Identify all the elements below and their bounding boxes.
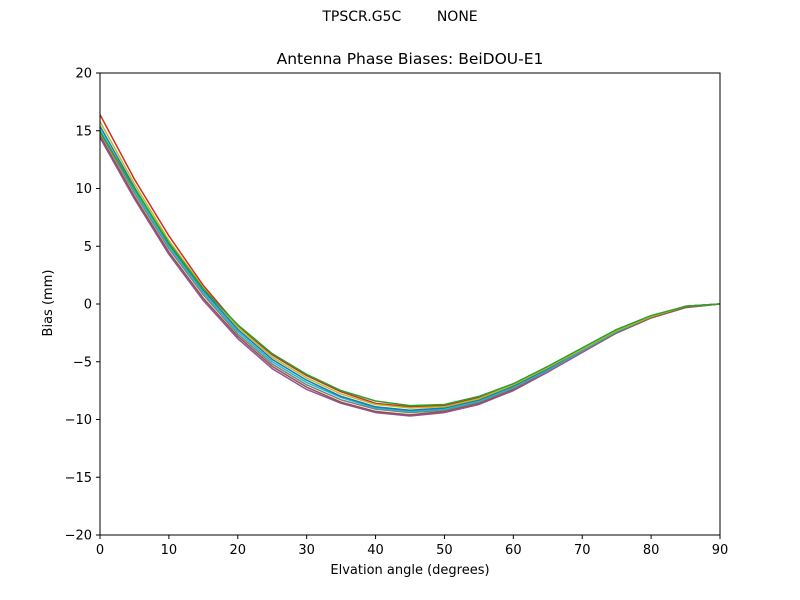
x-tick-label: 20 <box>230 543 247 558</box>
series-line-3 <box>99 131 721 414</box>
series-line-8 <box>99 131 721 407</box>
series-line-7 <box>99 121 721 409</box>
series-line-5 <box>99 125 721 412</box>
plot-frame <box>99 72 721 536</box>
y-tick-label: 5 <box>84 240 92 255</box>
series-line-6 <box>99 114 721 408</box>
series-line-4 <box>99 129 721 413</box>
y-tick-label: −20 <box>65 529 92 544</box>
y-tick-label: −15 <box>65 471 92 486</box>
axes-layer: 0 10 20 30 40 50 60 70 80 90 −20 −15 −10 −5 0 5 10 15 20 <box>65 67 729 559</box>
x-tick-label: 30 <box>298 543 315 558</box>
y-tick-label: 15 <box>75 124 92 139</box>
figure-suptitle: TPSCR.G5C NONE <box>322 9 478 25</box>
x-tick-label: 60 <box>505 543 522 558</box>
series-layer <box>99 114 721 417</box>
series-line-2 <box>99 135 721 416</box>
x-tick-label: 90 <box>712 543 729 558</box>
x-tick-label: 50 <box>436 543 453 558</box>
x-tick-label: 70 <box>574 543 591 558</box>
y-tick-label: −5 <box>73 355 92 370</box>
x-tick-label: 80 <box>643 543 660 558</box>
y-tick-label: 0 <box>84 298 92 313</box>
y-tick-label: 10 <box>75 182 92 197</box>
y-axis-label: Bias (mm) <box>41 270 56 337</box>
x-axis-label: Elvation angle (degrees) <box>330 563 489 578</box>
x-tick-label: 10 <box>161 543 178 558</box>
x-tick-label: 0 <box>96 543 104 558</box>
y-tick-label: 20 <box>75 67 92 82</box>
x-tick-label: 40 <box>367 543 384 558</box>
chart-title: Antenna Phase Biases: BeiDOU-E1 <box>277 50 544 68</box>
y-tick-label: −10 <box>65 413 92 428</box>
